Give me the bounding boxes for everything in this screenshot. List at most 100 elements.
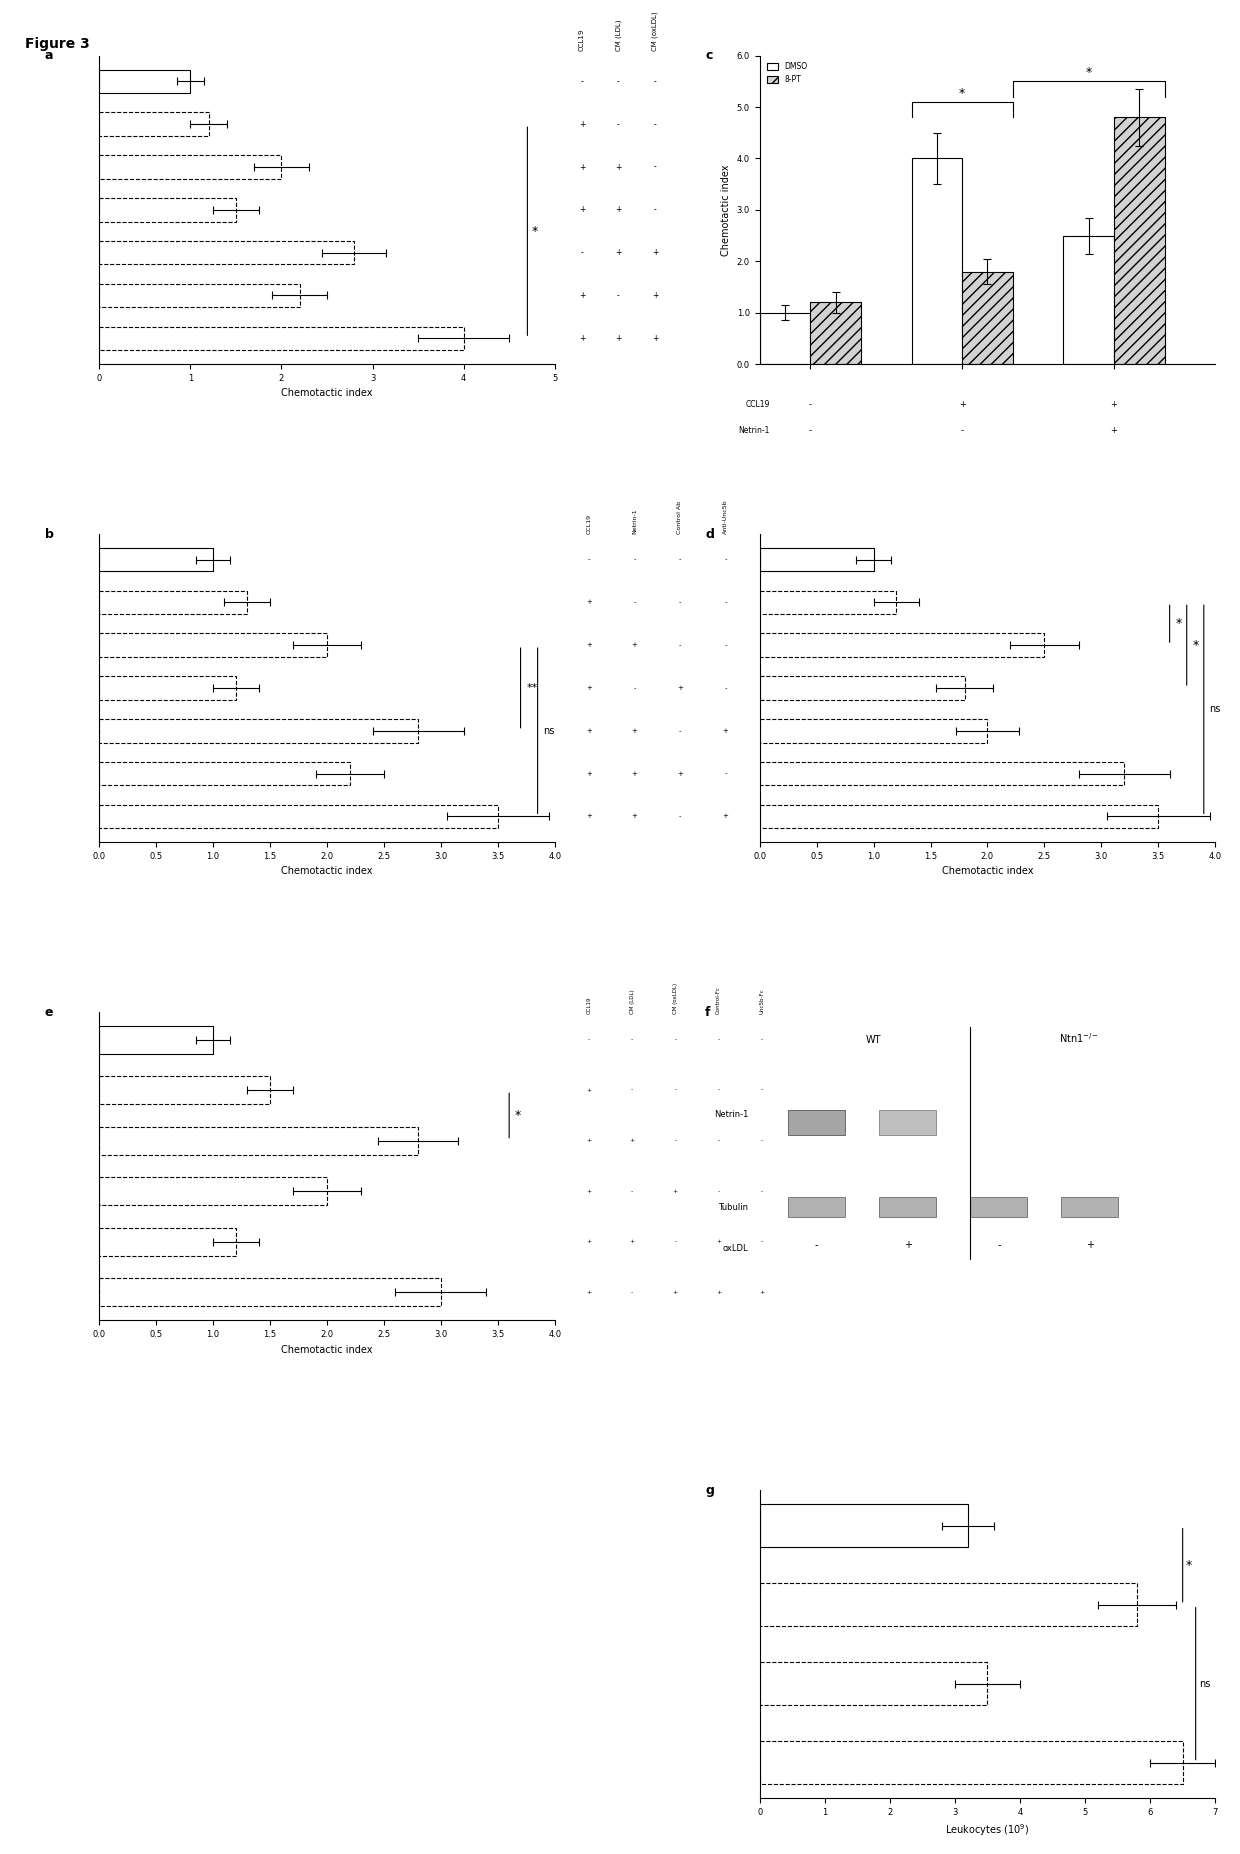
Text: f: f bbox=[706, 1005, 711, 1018]
Text: +: + bbox=[673, 1290, 678, 1294]
Bar bbox=[99, 591, 247, 614]
Text: b: b bbox=[45, 528, 53, 541]
Text: Unc5b-Fc: Unc5b-Fc bbox=[759, 988, 765, 1014]
Text: ns: ns bbox=[1209, 705, 1221, 714]
X-axis label: Chemotactic index: Chemotactic index bbox=[281, 1344, 373, 1355]
Bar bbox=[760, 1504, 968, 1548]
Text: -: - bbox=[724, 684, 727, 692]
Bar bbox=[760, 313, 810, 363]
Text: +: + bbox=[630, 1138, 635, 1144]
Text: CM (LDL): CM (LDL) bbox=[615, 20, 621, 52]
Text: c: c bbox=[706, 50, 713, 63]
Bar bbox=[911, 158, 962, 363]
Text: Tubulin: Tubulin bbox=[718, 1203, 748, 1213]
Bar bbox=[99, 719, 418, 743]
X-axis label: Chemotactic index: Chemotactic index bbox=[281, 387, 373, 399]
Text: -: - bbox=[718, 1036, 719, 1042]
Text: -: - bbox=[634, 599, 636, 604]
X-axis label: Chemotactic index: Chemotactic index bbox=[281, 866, 373, 877]
Bar bbox=[760, 677, 965, 699]
Text: +: + bbox=[631, 814, 637, 819]
Text: +: + bbox=[631, 771, 637, 777]
Text: -: - bbox=[678, 814, 681, 819]
Bar bbox=[99, 113, 208, 135]
Bar bbox=[1114, 117, 1164, 363]
Bar bbox=[99, 1077, 270, 1105]
Text: Ntn1$^{-/-}$: Ntn1$^{-/-}$ bbox=[1059, 1031, 1099, 1044]
Bar bbox=[1064, 235, 1114, 363]
Text: *: * bbox=[1085, 67, 1091, 80]
Text: -: - bbox=[678, 556, 681, 562]
Bar bbox=[99, 1177, 327, 1205]
Text: ns: ns bbox=[543, 725, 554, 736]
Text: -: - bbox=[678, 641, 681, 649]
Bar bbox=[99, 284, 300, 308]
Text: -: - bbox=[653, 76, 656, 85]
Bar bbox=[99, 1127, 418, 1155]
Text: WT: WT bbox=[866, 1035, 882, 1044]
Text: +: + bbox=[615, 206, 621, 215]
Text: +: + bbox=[587, 729, 591, 734]
Text: +: + bbox=[579, 121, 585, 128]
Text: +: + bbox=[587, 771, 591, 777]
Bar bbox=[810, 302, 861, 363]
Text: +: + bbox=[579, 334, 585, 343]
Text: -: - bbox=[997, 1240, 1001, 1250]
Text: -: - bbox=[618, 121, 620, 128]
FancyBboxPatch shape bbox=[1061, 1198, 1118, 1218]
Text: -: - bbox=[808, 400, 812, 410]
FancyBboxPatch shape bbox=[879, 1198, 936, 1218]
Text: +: + bbox=[652, 291, 658, 300]
Bar bbox=[962, 271, 1013, 363]
Text: oxLDL: oxLDL bbox=[723, 1244, 748, 1253]
Text: Netrin-1: Netrin-1 bbox=[714, 1111, 748, 1120]
Bar bbox=[760, 805, 1158, 829]
Text: +: + bbox=[579, 291, 585, 300]
Text: +: + bbox=[904, 1240, 911, 1250]
Text: -: - bbox=[653, 163, 656, 172]
Text: Netrin-1: Netrin-1 bbox=[739, 426, 770, 436]
Text: +: + bbox=[723, 814, 728, 819]
Text: *: * bbox=[532, 224, 538, 237]
Bar bbox=[99, 198, 236, 222]
Text: CCL19: CCL19 bbox=[579, 30, 585, 52]
Text: *: * bbox=[1185, 1559, 1192, 1572]
Text: *: * bbox=[1176, 617, 1182, 630]
Text: Anti-Unc5b: Anti-Unc5b bbox=[723, 499, 728, 534]
Text: +: + bbox=[1086, 1240, 1094, 1250]
Text: CCL19: CCL19 bbox=[745, 400, 770, 410]
FancyBboxPatch shape bbox=[789, 1198, 846, 1218]
Text: +: + bbox=[631, 729, 637, 734]
Text: -: - bbox=[675, 1238, 677, 1244]
Text: -: - bbox=[631, 1188, 634, 1194]
Text: -: - bbox=[631, 1290, 634, 1294]
Text: -: - bbox=[631, 1036, 634, 1042]
Bar bbox=[760, 591, 897, 614]
Text: +: + bbox=[615, 163, 621, 172]
Text: -: - bbox=[761, 1036, 763, 1042]
Text: -: - bbox=[724, 771, 727, 777]
Text: +: + bbox=[715, 1290, 722, 1294]
Text: CM (LDL): CM (LDL) bbox=[630, 990, 635, 1014]
Text: -: - bbox=[675, 1138, 677, 1144]
Text: +: + bbox=[587, 1290, 591, 1294]
Bar bbox=[99, 677, 236, 699]
Text: Control Ab: Control Ab bbox=[677, 501, 682, 534]
Bar bbox=[99, 1279, 441, 1307]
Bar bbox=[760, 1741, 1183, 1784]
Text: +: + bbox=[587, 641, 591, 649]
Text: -: - bbox=[718, 1188, 719, 1194]
Text: g: g bbox=[706, 1483, 714, 1496]
Legend: DMSO, 8-PT: DMSO, 8-PT bbox=[764, 59, 810, 87]
Text: +: + bbox=[587, 1238, 591, 1244]
Text: *: * bbox=[515, 1109, 521, 1122]
Text: d: d bbox=[706, 528, 714, 541]
Bar bbox=[99, 1227, 236, 1255]
FancyBboxPatch shape bbox=[879, 1109, 936, 1135]
Bar bbox=[99, 805, 497, 829]
Text: -: - bbox=[580, 248, 583, 258]
Text: -: - bbox=[815, 1240, 818, 1250]
Text: -: - bbox=[724, 556, 727, 562]
Text: +: + bbox=[579, 163, 585, 172]
Text: +: + bbox=[652, 248, 658, 258]
